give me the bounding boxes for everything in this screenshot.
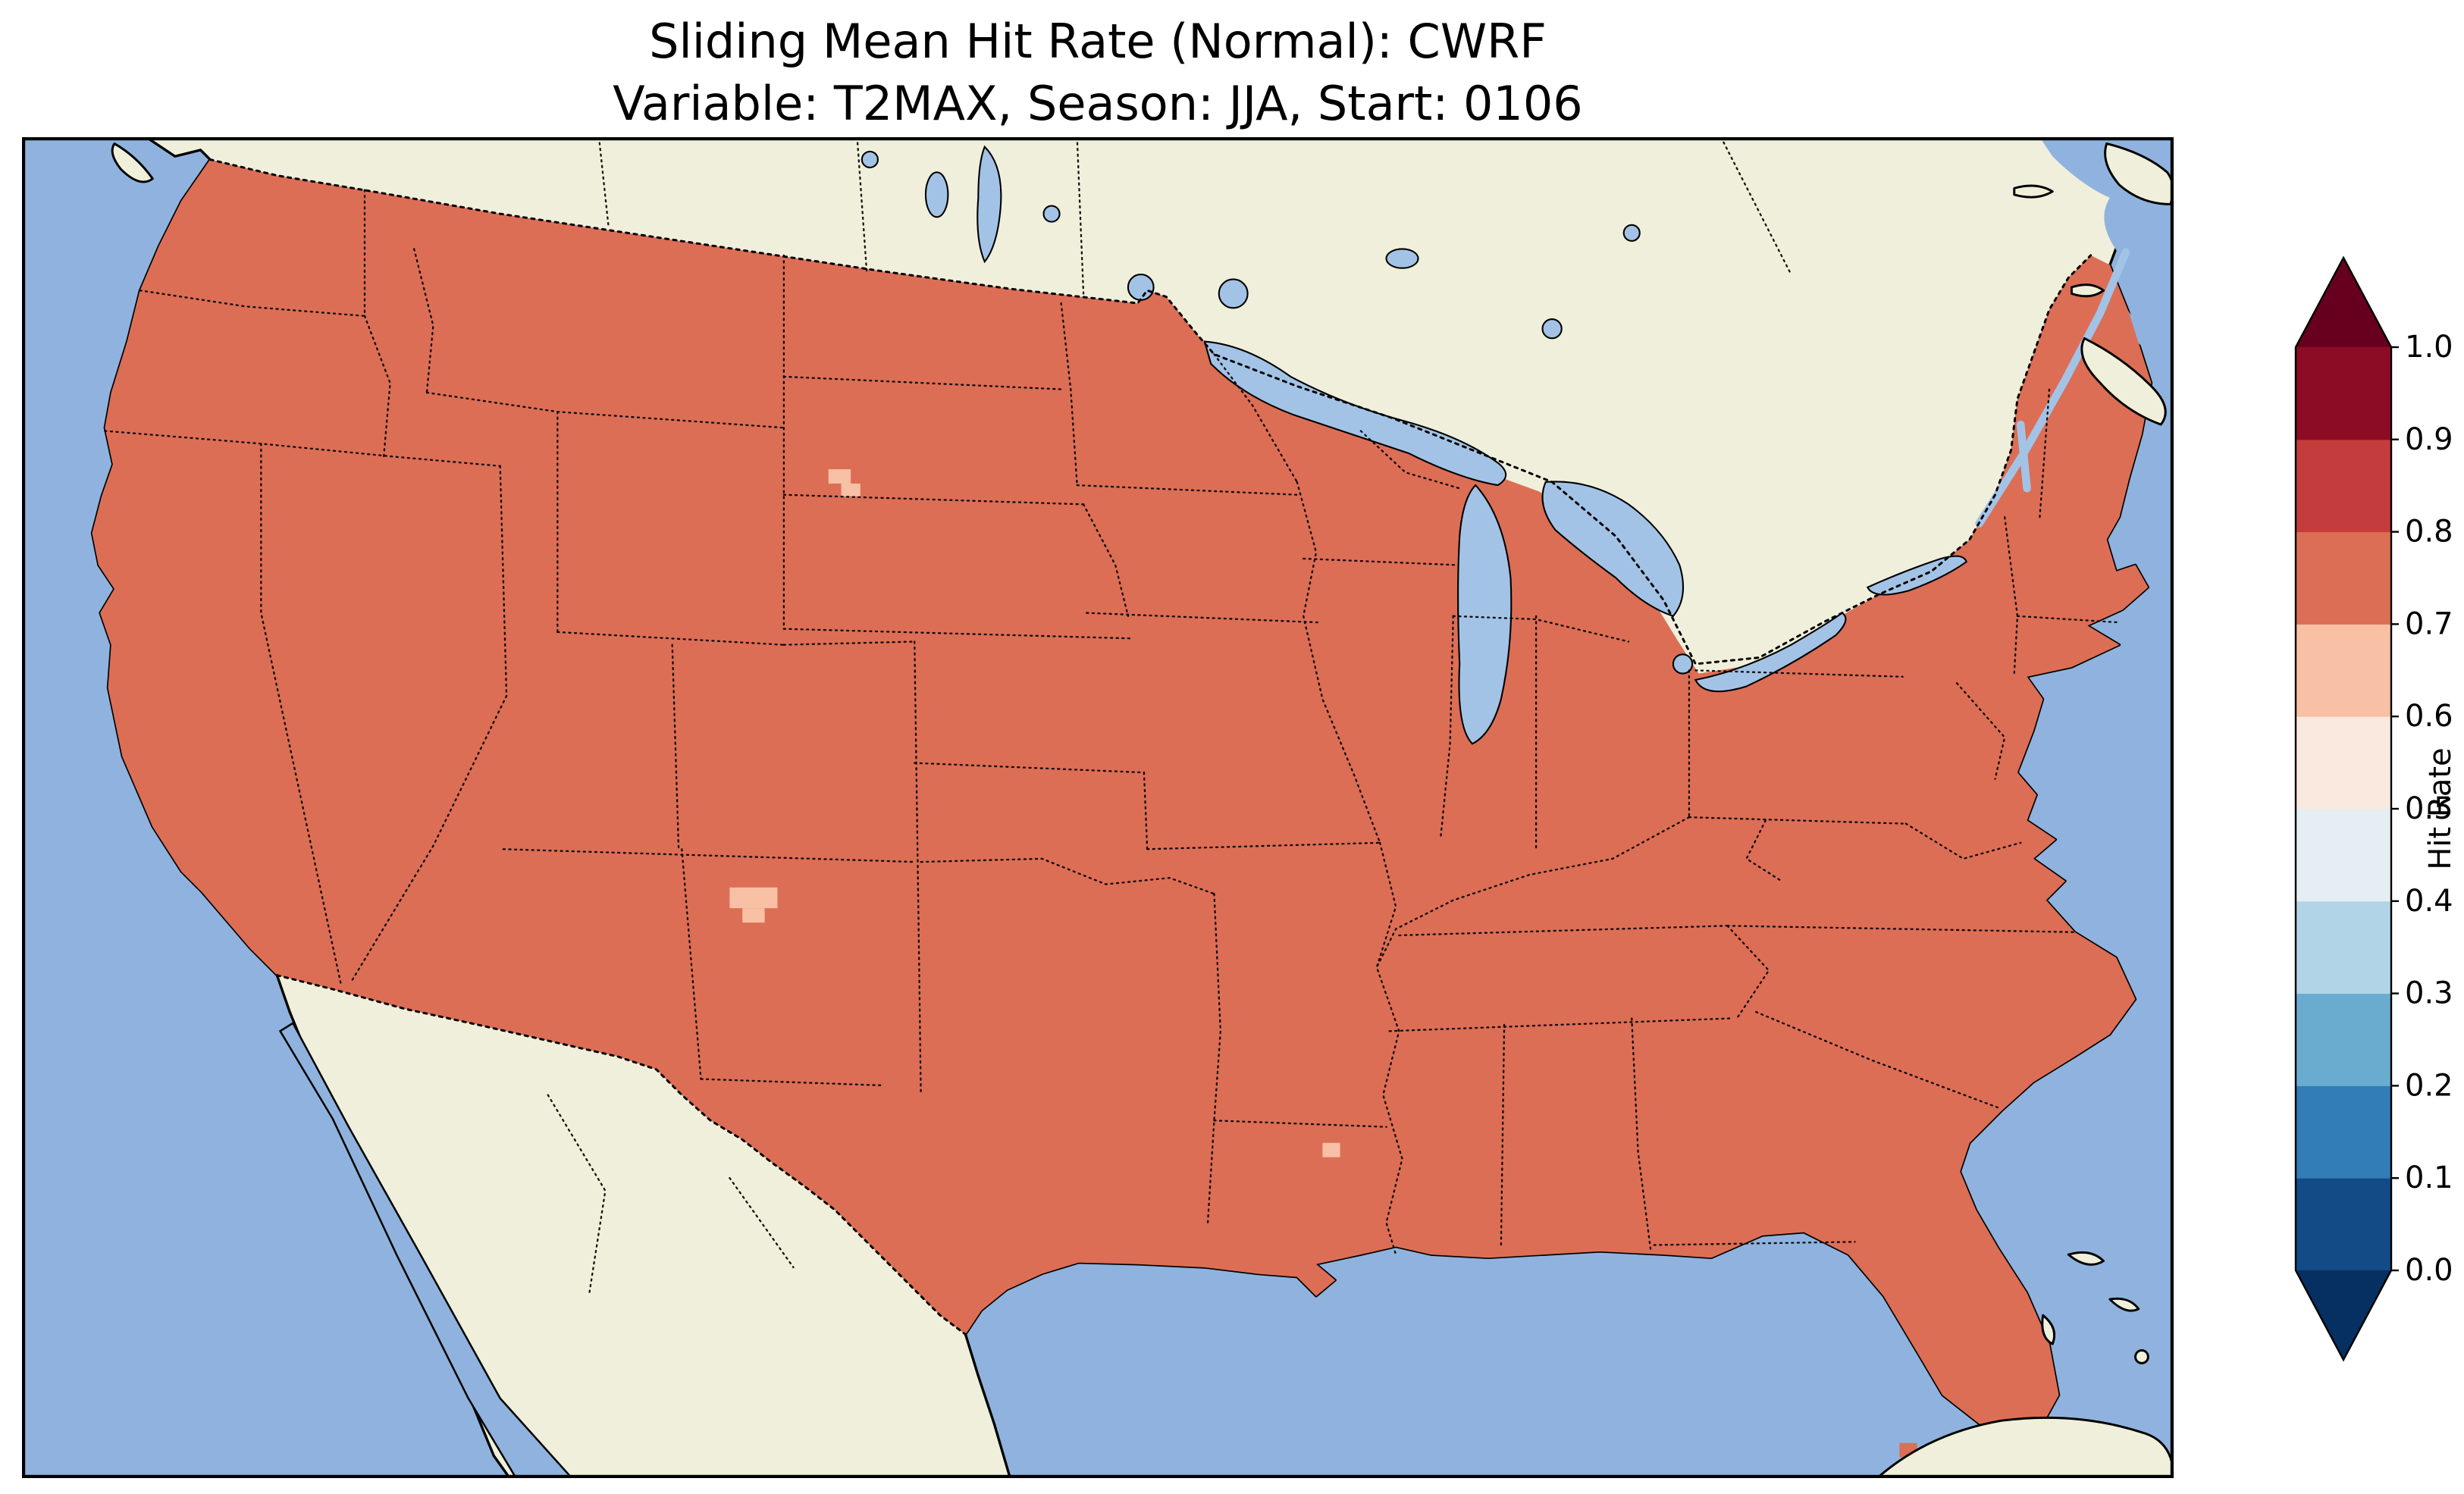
bahamas-island bbox=[2108, 1297, 2140, 1312]
lake-champlain bbox=[2016, 420, 2031, 493]
lake-michigan bbox=[1457, 484, 1513, 745]
colorbar-segment bbox=[2296, 624, 2391, 717]
colorbar-tick-label: 0.1 bbox=[2405, 1160, 2453, 1195]
anomaly-new-mexico bbox=[729, 887, 778, 909]
state-borders bbox=[104, 137, 2121, 1294]
colorbar: 0.0 0.1 0.2 0.3 0.4 0.5 0.6 0.7 0.8 0.9 1.0 Hit Ra… bbox=[2294, 255, 2458, 1362]
colorbar-segment bbox=[2296, 809, 2391, 902]
vancouver-island bbox=[111, 142, 154, 183]
bahamas-island bbox=[2041, 1314, 2056, 1345]
colorbar-tick-label: 0.7 bbox=[2405, 606, 2453, 641]
anomaly-new-mexico-2 bbox=[742, 908, 765, 923]
colorbar-axis-label: Hit Rate bbox=[2423, 747, 2458, 869]
colorbar-tick-label: 0.8 bbox=[2405, 515, 2453, 550]
lake-winnipeg bbox=[977, 145, 1002, 264]
colorbar-segment bbox=[2296, 716, 2391, 810]
lake-huron bbox=[1541, 481, 1685, 618]
canadian-lakes bbox=[861, 145, 1641, 340]
small-lake bbox=[1541, 318, 1563, 340]
anomaly-patches bbox=[729, 469, 1340, 1157]
islands bbox=[111, 142, 2174, 1478]
colorbar-segment bbox=[2296, 1178, 2391, 1271]
lake-superior bbox=[1203, 340, 1507, 487]
colorbar-segment bbox=[2296, 531, 2391, 625]
colorbar-segment bbox=[2296, 900, 2391, 994]
anticosti-island bbox=[2013, 184, 2054, 199]
us-map bbox=[22, 137, 2174, 1478]
small-lake bbox=[1622, 224, 1641, 242]
prince-edward-island bbox=[2070, 283, 2105, 298]
lake-ontario bbox=[1866, 555, 1967, 596]
colorbar-segment bbox=[2296, 439, 2391, 533]
chart-title: Sliding Mean Hit Rate (Normal): CWRF Var… bbox=[22, 11, 2174, 135]
small-lake bbox=[1042, 205, 1061, 223]
nova-scotia bbox=[2080, 337, 2167, 426]
small-lake bbox=[1385, 248, 1419, 269]
lake-of-the-woods bbox=[1127, 274, 1155, 301]
small-lake bbox=[861, 150, 879, 169]
colorbar-ticks: 0.0 0.1 0.2 0.3 0.4 0.5 0.6 0.7 0.8 0.9 1.0 bbox=[2391, 330, 2453, 1288]
cuba bbox=[1876, 1416, 2174, 1478]
bahamas-island bbox=[2134, 1349, 2149, 1364]
colorbar-under-arrow bbox=[2296, 1270, 2391, 1360]
colorbar-tick-label: 0.9 bbox=[2405, 422, 2453, 457]
colorbar-segment bbox=[2296, 1085, 2391, 1179]
colorbar-segments bbox=[2294, 255, 2393, 1362]
lake-winnipegosis bbox=[924, 171, 949, 218]
bahamas-island bbox=[2067, 1251, 2105, 1266]
anomaly-south-dakota bbox=[828, 469, 851, 484]
colorbar-tick-label: 0.3 bbox=[2405, 976, 2453, 1011]
chart-title-line2: Variable: T2MAX, Season: JJA, Start: 010… bbox=[613, 75, 1583, 131]
colorbar-tick-label: 0.0 bbox=[2405, 1253, 2453, 1288]
chart-title-line1: Sliding Mean Hit Rate (Normal): CWRF bbox=[649, 14, 1547, 69]
map-frame bbox=[22, 137, 2174, 1478]
colorbar-segment bbox=[2296, 347, 2391, 440]
colorbar-tick-label: 0.4 bbox=[2405, 884, 2453, 919]
anomaly-louisiana bbox=[1322, 1142, 1340, 1157]
us-mexico-border bbox=[275, 974, 967, 1336]
gulf-of-california bbox=[278, 1022, 573, 1478]
anomaly-south-dakota-2 bbox=[841, 483, 861, 496]
colorbar-segment bbox=[2296, 993, 2391, 1086]
colorbar-over-arrow bbox=[2296, 258, 2391, 347]
lake-st-clair bbox=[1672, 653, 1694, 675]
colorbar-tick-label: 0.2 bbox=[2405, 1068, 2453, 1103]
colorbar-tick-label: 0.5 bbox=[2405, 791, 2453, 826]
great-lakes bbox=[1203, 340, 1967, 745]
lake-erie bbox=[1694, 612, 1847, 693]
conus-hit-rate-fill bbox=[92, 159, 2152, 1434]
lake-nipigon bbox=[1218, 278, 1249, 309]
colorbar-tick-label: 0.6 bbox=[2405, 699, 2453, 734]
us-canada-border bbox=[208, 158, 2093, 666]
st-lawrence-river bbox=[1975, 248, 2130, 528]
colorbar-tick-label: 1.0 bbox=[2405, 330, 2453, 365]
